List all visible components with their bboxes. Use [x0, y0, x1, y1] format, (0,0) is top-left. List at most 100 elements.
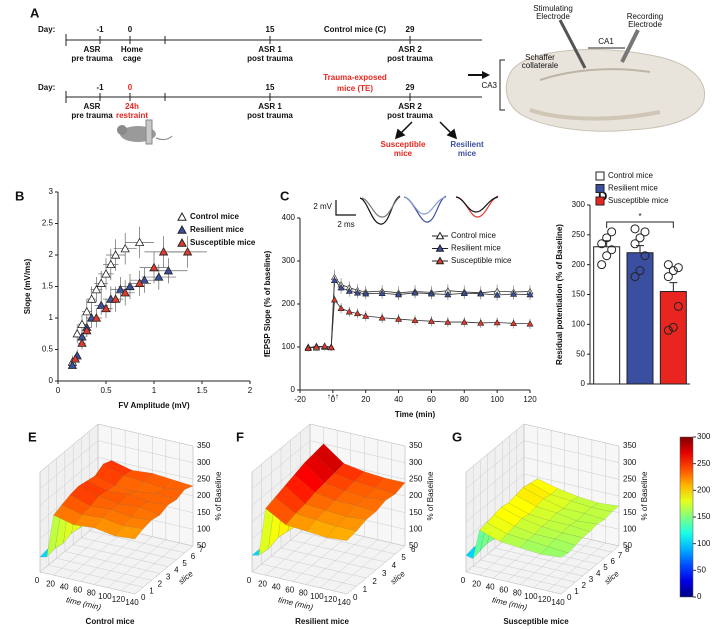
surface-patch: [139, 501, 169, 516]
stim-marker: ↑↑↑: [327, 392, 339, 401]
legend-swatch: [595, 171, 605, 181]
x-tick-label: 40: [394, 395, 403, 404]
point: [82, 306, 92, 316]
panel-label: F: [236, 429, 244, 444]
y-tick-label: 150: [572, 290, 586, 299]
y-tick-label: 0: [567, 593, 572, 602]
panel-title: Resilient mice: [295, 617, 349, 626]
legend-marker: [435, 243, 445, 252]
z-tick-label: 200: [409, 491, 423, 500]
z-tick-label: 200: [197, 491, 211, 500]
y-tick-label: 7: [618, 551, 623, 560]
point: [378, 289, 386, 296]
point: [493, 291, 501, 298]
event: cage: [123, 54, 142, 63]
point: [110, 294, 121, 303]
surface-patch: [326, 526, 357, 541]
grid-line: [251, 423, 406, 473]
y-tick-label: 100: [572, 319, 586, 328]
point: [362, 312, 370, 319]
y-tick-label: 0: [141, 593, 146, 602]
y-tick-label: 5: [603, 563, 608, 572]
surface-patch: [547, 538, 576, 554]
point: [120, 243, 130, 253]
grid-line: [39, 423, 194, 473]
point: [526, 290, 534, 298]
day: 15: [266, 25, 275, 34]
x-tick-label: 0: [56, 386, 61, 395]
event: pre trauma: [71, 54, 113, 63]
point: [395, 315, 403, 322]
legend-label: Resilient mice: [608, 184, 658, 193]
arrow: [468, 71, 490, 79]
colorbar-tick-label: 250: [697, 459, 711, 468]
point: [110, 250, 121, 259]
y-tick-label: 0.5: [42, 345, 54, 354]
timeline-ticks: [65, 91, 411, 103]
z-tick-label: 150: [409, 508, 423, 517]
event: restraint: [116, 111, 148, 120]
point: [460, 289, 468, 296]
bar: [626, 252, 654, 385]
y-tick-label: 200: [572, 260, 586, 269]
y-tick-label: 6: [191, 552, 196, 561]
surface-patch: [114, 525, 144, 540]
x-tick-label: -20: [294, 395, 306, 404]
x-axis-label: time (min): [491, 595, 528, 612]
y-tick-label: 8: [625, 545, 630, 554]
x-tick-label: 140: [337, 598, 351, 607]
point: [182, 247, 193, 256]
y-tick-label: 4: [174, 566, 179, 575]
point: [668, 322, 678, 332]
point: [607, 227, 617, 237]
diagram-label: Electrode: [628, 20, 662, 29]
outcome: mice: [394, 149, 413, 158]
z-tick-label: 350: [623, 441, 637, 450]
day: -1: [96, 83, 104, 92]
event: ASR 1: [258, 102, 282, 111]
point: [597, 260, 607, 270]
point: [101, 303, 111, 313]
x-tick-label: 2: [248, 386, 253, 395]
surface-patch: [583, 507, 613, 520]
x-tick-label: 0: [247, 576, 252, 585]
y-tick-label: 0: [581, 379, 586, 388]
legend-label: Susceptible mice: [451, 256, 512, 265]
event: ASR: [84, 45, 101, 54]
point: [640, 251, 650, 261]
colorbar-tick-label: 200: [697, 485, 711, 494]
y-tick-label: 1: [363, 585, 368, 594]
panel-label: E: [28, 429, 37, 444]
point: [353, 309, 362, 317]
grid-line: [465, 473, 620, 523]
panel-title: Susceptible mice: [503, 617, 569, 626]
x-tick-label: 0: [461, 576, 466, 585]
diagram-label: CA1: [598, 37, 614, 46]
point: [101, 269, 111, 278]
point: [427, 290, 435, 297]
scale-label: 2 mV: [313, 202, 332, 211]
timeline-ticks: [65, 34, 411, 46]
z-tick-label: 100: [409, 524, 423, 533]
y-tick-label: 50: [576, 349, 585, 358]
point: [597, 239, 607, 249]
point: [158, 247, 169, 256]
y-tick-label: 0: [49, 376, 54, 385]
point: [640, 227, 650, 237]
point: [362, 290, 370, 297]
panel-label: B: [15, 188, 24, 203]
surface-patch: [590, 502, 620, 513]
group: Trauma-exposed: [323, 73, 387, 82]
outcome: Resilient: [450, 140, 484, 149]
point: [321, 342, 329, 349]
y-tick-label: 5: [401, 553, 406, 562]
panel-label: C: [280, 188, 290, 203]
y-tick-label: 300: [282, 256, 296, 265]
event: pre trauma: [71, 111, 113, 120]
diagram-label: collaterale: [522, 61, 559, 70]
point: [493, 318, 501, 326]
legend-marker: [435, 256, 445, 265]
x-tick-label: 80: [513, 589, 522, 598]
y-tick-label: 250: [572, 230, 586, 239]
y-tick-label: 3: [589, 575, 594, 584]
